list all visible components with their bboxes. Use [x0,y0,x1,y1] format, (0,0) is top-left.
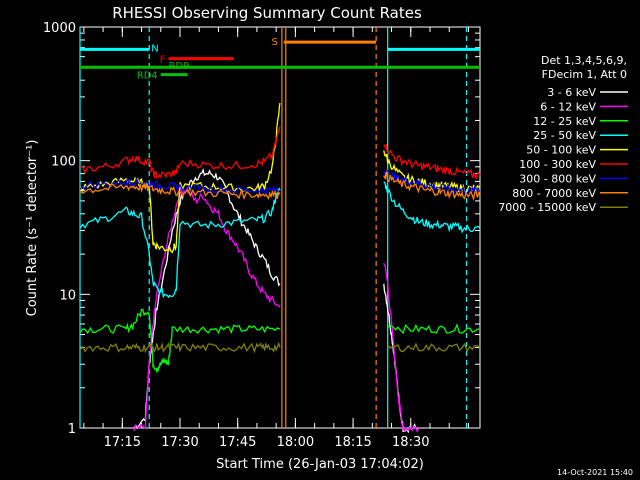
legend-label: 300 - 800 keV [519,172,596,185]
flag-label: F [160,55,166,66]
series-line [79,341,281,354]
legend-label: 25 - 50 keV [533,129,596,142]
series-line [79,308,281,374]
legend-label: 800 - 7000 keV [512,187,596,200]
y-tick-label: 100 [51,155,76,170]
flag-label: RD9 [168,61,189,72]
series-line [133,186,281,432]
series-line [383,170,481,195]
x-axis-label: Start Time (26-Jan-03 17:04:02) [216,457,424,472]
series-line [133,167,281,429]
chart-title: RHESSI Observing Summary Count Rates [112,4,422,22]
series-line [79,176,281,196]
x-tick-label: 18:00 [277,435,314,450]
x-tick-label: 18:30 [392,435,429,450]
series-line [387,342,481,353]
timestamp: 14-Oct-2021 15:40 [557,468,633,477]
series-line [383,181,481,234]
flag-label: N [151,43,158,54]
x-tick-label: 17:45 [219,435,256,450]
series-line [383,262,420,434]
series-line [79,187,281,299]
legend-header-2: FDecim 1, Att 0 [542,68,627,81]
series-line [383,170,481,201]
series-line [79,182,281,200]
legend: Det 1,3,4,5,6,9, FDecim 1, Att 0 3 - 6 k… [498,54,628,214]
x-tick-label: 18:15 [334,435,371,450]
legend-label: 50 - 100 keV [526,144,596,157]
y-axis-label: Count Rate (s⁻¹ detector⁻¹) [25,140,40,317]
legend-header-1: Det 1,3,4,5,6,9, [541,54,627,67]
y-tick-label: 10 [59,288,76,303]
series-line [387,323,481,335]
legend-label: 12 - 25 keV [533,115,596,128]
y-tick-label: 1000 [43,21,76,36]
legend-label: 3 - 6 keV [547,86,596,99]
x-tick-label: 17:15 [104,435,141,450]
x-tick-label: 17:30 [161,435,198,450]
flag-label: S [271,37,277,48]
legend-label: 6 - 12 keV [540,100,596,113]
series-lines [79,102,481,434]
series-line [79,126,281,180]
series-line [383,150,481,194]
x-axis: 17:15 17:30 17:45 18:00 18:15 18:30 [83,27,469,450]
legend-label: 100 - 300 keV [519,158,596,171]
series-line [383,143,481,180]
legend-label: 7000 - 15000 keV [498,201,596,214]
flag-label: RD4 [137,71,158,82]
y-tick-label: 1 [68,422,76,437]
y-axis: 1 10 100 1000 [43,21,480,437]
